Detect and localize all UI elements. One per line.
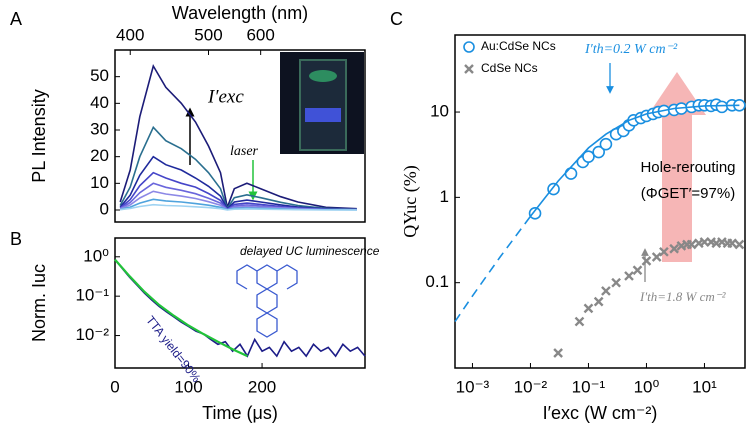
- data-point: [601, 286, 611, 296]
- x-tick-label: 0: [110, 377, 119, 396]
- panel-label: C: [390, 9, 403, 29]
- panel-label: A: [10, 9, 22, 29]
- series-line: [114, 258, 248, 358]
- y-tick-label: 10⁰: [83, 246, 109, 265]
- series-line: [120, 203, 357, 211]
- annotation: laser: [230, 144, 259, 159]
- x-tick-label: 100: [174, 377, 202, 396]
- annotation: (ΦGET′=97%): [641, 185, 735, 202]
- y-tick-label: 10⁻²: [75, 325, 109, 344]
- data-point: [669, 243, 679, 254]
- data-point: [599, 137, 613, 151]
- y-tick-label: 10⁻¹: [75, 286, 109, 305]
- data-point: [564, 167, 578, 180]
- x-tick-label: 10⁻²: [514, 377, 548, 396]
- y-axis-label: PL Intensity: [29, 89, 49, 182]
- x-tick-label: 400: [116, 25, 144, 44]
- data-point: [632, 265, 643, 276]
- legend-label: Au:CdSe NCs: [481, 39, 556, 53]
- y-tick-label: 40: [90, 93, 109, 112]
- data-point: [593, 296, 604, 307]
- x-tick-label: 600: [246, 25, 274, 44]
- highlight-arrow: [648, 72, 706, 262]
- data-point: [715, 100, 729, 114]
- y-tick-label: 1: [440, 187, 449, 206]
- legend-marker: [463, 41, 475, 53]
- data-point: [611, 277, 621, 288]
- molecule: [236, 264, 298, 338]
- data-point: [574, 316, 585, 327]
- data-point: [592, 145, 605, 159]
- annotation: Hole-rerouting: [640, 159, 735, 176]
- data-point: [547, 182, 560, 196]
- data-point: [686, 239, 697, 250]
- series-line: [529, 104, 740, 217]
- x-axis-label: I′exc (W cm⁻²): [543, 403, 658, 423]
- x-tick-label: 10⁰: [634, 377, 660, 396]
- y-tick-label: 10: [430, 102, 449, 121]
- data-point: [651, 252, 662, 262]
- data-point: [641, 256, 652, 266]
- plot-frame: [114, 49, 366, 223]
- y-tick-label: 10: [90, 173, 109, 192]
- legend-marker: [464, 64, 474, 74]
- panel-label: B: [10, 229, 22, 249]
- x-tick-label: 10⁻³: [456, 377, 490, 396]
- annotation: delayed UC luminescence: [240, 244, 380, 258]
- y-tick-label: 50: [90, 66, 109, 85]
- data-point: [583, 303, 594, 314]
- series-line: [454, 215, 532, 323]
- legend-label: CdSe NCs: [481, 61, 538, 75]
- series-line: [119, 171, 357, 211]
- annotation: I′th=0.2 W cm⁻²: [584, 42, 678, 57]
- inset-photo: [280, 52, 364, 154]
- plot-frame: [114, 237, 366, 369]
- series-line: [114, 259, 366, 358]
- x-tick-label: 200: [248, 377, 276, 396]
- y-axis-label: QYuc (%): [400, 165, 421, 237]
- annotation: I′th=1.8 W cm⁻²: [639, 289, 727, 304]
- data-point: [582, 150, 595, 163]
- annotation: TTA yield=90%: [143, 313, 204, 385]
- plot-frame: [454, 34, 746, 369]
- data-point: [734, 239, 745, 250]
- data-point: [528, 207, 542, 220]
- data-point: [659, 246, 669, 257]
- data-point: [624, 271, 634, 281]
- x-tick-label: 10¹: [692, 377, 717, 396]
- x-tick-label: 500: [194, 25, 222, 44]
- data-point: [727, 238, 737, 249]
- annotation: I′exc: [207, 86, 244, 107]
- y-tick-label: 0: [100, 199, 109, 218]
- data-point: [553, 348, 563, 358]
- y-tick-label: 30: [90, 119, 109, 138]
- y-tick-label: 0.1: [425, 272, 449, 291]
- x-axis-label: Time (μs): [202, 403, 278, 423]
- y-tick-label: 20: [90, 146, 109, 165]
- series-line: [119, 155, 357, 211]
- y-axis-label: Norm. Iuc: [29, 264, 49, 342]
- x-axis-label: Wavelength (nm): [172, 3, 308, 23]
- series-line: [119, 63, 357, 211]
- x-tick-label: 10⁻¹: [572, 377, 606, 396]
- series-line: [119, 125, 357, 211]
